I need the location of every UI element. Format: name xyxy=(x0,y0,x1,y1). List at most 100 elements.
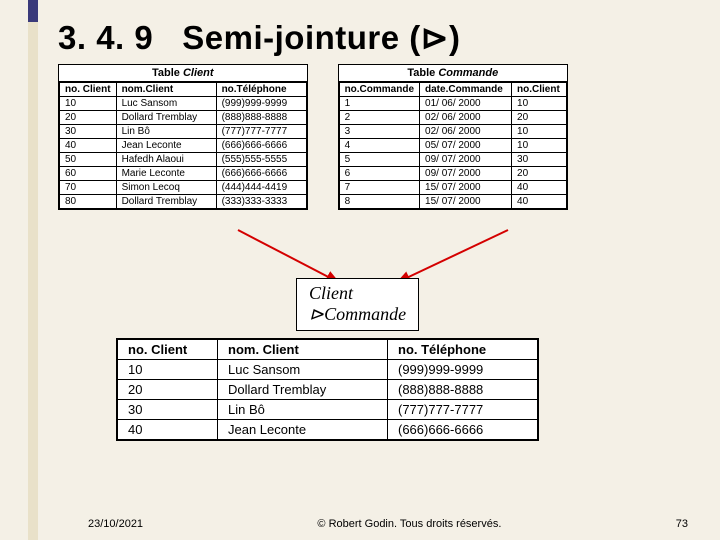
result-table: no. Clientnom. Clientno. Téléphone 10Luc… xyxy=(116,338,539,441)
table-cell: 40 xyxy=(60,139,117,153)
table-cell: 15/ 07/ 2000 xyxy=(420,181,512,195)
table-cell: 30 xyxy=(118,400,218,420)
title-text: Semi-jointure xyxy=(182,19,399,56)
table-cell: 01/ 06/ 2000 xyxy=(420,97,512,111)
table-row: 40Jean Leconte(666)666-6666 xyxy=(60,139,307,153)
table-cell: 10 xyxy=(60,97,117,111)
table-cell: (999)999-9999 xyxy=(216,97,306,111)
table-cell: 5 xyxy=(339,153,419,167)
table-cell: Jean Leconte xyxy=(116,139,216,153)
caption-name: Commande xyxy=(438,67,498,79)
table-cell: (666)666-6666 xyxy=(216,167,306,181)
table-cell: 40 xyxy=(118,420,218,440)
table-row: 815/ 07/ 200040 xyxy=(339,195,566,209)
top-tables-row: Table Client no. Clientnom.Clientno.Télé… xyxy=(58,64,690,210)
table-cell: Dollard Tremblay xyxy=(116,195,216,209)
footer-copyright: © Robert Godin. Tous droits réservés. xyxy=(317,518,501,530)
table-row: 50Hafedh Alaoui(555)555-5555 xyxy=(60,153,307,167)
table-cell: 20 xyxy=(60,111,117,125)
table-cell: 20 xyxy=(512,167,567,181)
operation-operand-2: Commande xyxy=(324,304,406,324)
table-row: 70Simon Lecoq(444)444-4419 xyxy=(60,181,307,195)
result-table-grid: no. Clientnom. Clientno. Téléphone 10Luc… xyxy=(117,339,538,440)
slide-content: 3. 4. 9 Semi-jointure (⊳) Table Client n… xyxy=(38,0,710,540)
table-cell: 05/ 07/ 2000 xyxy=(420,139,512,153)
table-row: 60Marie Leconte(666)666-6666 xyxy=(60,167,307,181)
caption-prefix: Table xyxy=(407,67,438,79)
table-cell: Luc Sansom xyxy=(116,97,216,111)
table-cell: Lin Bô xyxy=(218,400,388,420)
table-cell: (777)777-7777 xyxy=(388,400,538,420)
table-cell: 10 xyxy=(118,360,218,380)
semijoin-symbol: ⊳ xyxy=(421,21,449,57)
table-cell: 40 xyxy=(512,195,567,209)
table-row: 30Lin Bô(777)777-7777 xyxy=(118,400,538,420)
table-cell: Luc Sansom xyxy=(218,360,388,380)
table-row: 30Lin Bô(777)777-7777 xyxy=(60,125,307,139)
client-header: nom.Client xyxy=(116,83,216,97)
table-cell: 30 xyxy=(60,125,117,139)
table-cell: 02/ 06/ 2000 xyxy=(420,125,512,139)
table-cell: 09/ 07/ 2000 xyxy=(420,153,512,167)
slide-title: 3. 4. 9 Semi-jointure (⊳) xyxy=(58,18,690,58)
table-row: 509/ 07/ 200030 xyxy=(339,153,566,167)
footer-date: 23/10/2021 xyxy=(88,518,143,530)
table-cell: 30 xyxy=(512,153,567,167)
table-row: 405/ 07/ 200010 xyxy=(339,139,566,153)
table-commande-grid: no.Commandedate.Commandeno.Client 101/ 0… xyxy=(339,82,567,209)
table-cell: (333)333-3333 xyxy=(216,195,306,209)
table-cell: 40 xyxy=(512,181,567,195)
table-cell: 3 xyxy=(339,125,419,139)
table-cell: 20 xyxy=(118,380,218,400)
table-cell: Dollard Tremblay xyxy=(218,380,388,400)
table-cell: 8 xyxy=(339,195,419,209)
table-row: 302/ 06/ 200010 xyxy=(339,125,566,139)
table-row: 202/ 06/ 200020 xyxy=(339,111,566,125)
table-cell: (888)888-8888 xyxy=(388,380,538,400)
result-header: no. Téléphone xyxy=(388,340,538,360)
table-cell: 10 xyxy=(512,125,567,139)
table-cell: (444)444-4419 xyxy=(216,181,306,195)
table-cell: (555)555-5555 xyxy=(216,153,306,167)
table-cell: Dollard Tremblay xyxy=(116,111,216,125)
caption-prefix: Table xyxy=(152,67,183,79)
title-number: 3. 4. 9 xyxy=(58,19,153,56)
table-cell: (999)999-9999 xyxy=(388,360,538,380)
table-cell: Marie Leconte xyxy=(116,167,216,181)
title-paren-open: ( xyxy=(409,19,421,56)
table-cell: 50 xyxy=(60,153,117,167)
commande-header: no.Commande xyxy=(339,83,419,97)
table-cell: 20 xyxy=(512,111,567,125)
caption-name: Client xyxy=(183,67,214,79)
table-cell: (666)666-6666 xyxy=(388,420,538,440)
table-row: 80Dollard Tremblay(333)333-3333 xyxy=(60,195,307,209)
table-row: 101/ 06/ 200010 xyxy=(339,97,566,111)
table-cell: 02/ 06/ 2000 xyxy=(420,111,512,125)
table-cell: (666)666-6666 xyxy=(216,139,306,153)
table-cell: (888)888-8888 xyxy=(216,111,306,125)
arrow-line xyxy=(398,230,508,282)
table-cell: Jean Leconte xyxy=(218,420,388,440)
table-cell: 4 xyxy=(339,139,419,153)
operation-box: Client ⊳Commande xyxy=(296,278,419,331)
table-cell: 80 xyxy=(60,195,117,209)
table-cell: 15/ 07/ 2000 xyxy=(420,195,512,209)
table-row: 40Jean Leconte(666)666-6666 xyxy=(118,420,538,440)
result-header: nom. Client xyxy=(218,340,388,360)
table-row: 10Luc Sansom(999)999-9999 xyxy=(60,97,307,111)
table-cell: Simon Lecoq xyxy=(116,181,216,195)
table-row: 715/ 07/ 200040 xyxy=(339,181,566,195)
client-header: no. Client xyxy=(60,83,117,97)
table-client: Table Client no. Clientnom.Clientno.Télé… xyxy=(58,64,308,210)
arrow-line xyxy=(238,230,338,282)
table-row: 20Dollard Tremblay(888)888-8888 xyxy=(118,380,538,400)
table-cell: Lin Bô xyxy=(116,125,216,139)
table-cell: 10 xyxy=(512,139,567,153)
operation-operand-1: Client xyxy=(309,283,406,304)
table-cell: 60 xyxy=(60,167,117,181)
operation-symbol: ⊳ xyxy=(309,304,324,324)
title-paren-close: ) xyxy=(449,19,461,56)
table-commande-caption: Table Commande xyxy=(339,65,567,82)
table-cell: 1 xyxy=(339,97,419,111)
table-client-caption: Table Client xyxy=(59,65,307,82)
